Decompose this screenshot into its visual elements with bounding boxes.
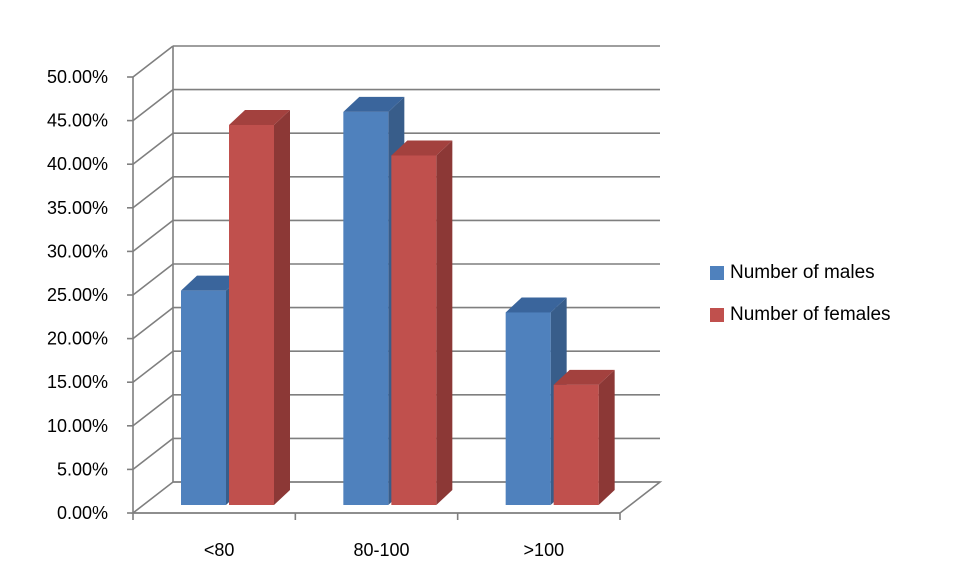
legend-item-males: Number of males [710,262,891,284]
bar-1-0 [229,124,274,506]
y-tick-label: 30.00% [47,241,108,261]
y-tick-labels: 0.00% 5.00% 10.00% 15.00% 20.00% 25.00% 30.00%… [47,67,108,523]
bar-side-1-1 [436,140,453,506]
y-tick-label: 40.00% [47,154,108,174]
gridline-side [132,176,174,209]
bar-0-0 [181,290,226,505]
y-tick-label: 5.00% [57,459,108,479]
y-tick-label: 25.00% [47,285,108,305]
bar-1-1 [391,155,437,506]
gridline-side [132,45,174,78]
x-tick-label: <80 [204,540,235,560]
bar-top-0-0 [181,275,242,291]
x-tick-labels: <80 80-100 >100 [204,540,564,560]
gridline-side [132,350,174,383]
bar-1-2 [553,384,599,505]
bar-top-0-1 [343,96,405,112]
legend-label-males: Number of males [730,262,875,283]
bar-top-0-2 [505,297,567,313]
gridline-side [132,306,174,340]
bar-side-1-0 [274,109,290,506]
y-tick-label: 50.00% [47,67,108,87]
x-tick-label: >100 [524,540,565,560]
gridline-side [132,132,174,165]
bars [181,96,615,506]
gridline-side [132,394,174,427]
y-tick-label: 10.00% [47,416,108,436]
legend-swatch-females [710,308,724,322]
bar-top-1-2 [553,369,615,385]
gridline-side [132,88,174,122]
gridline-side [132,437,174,471]
legend-label-females: Number of females [730,304,891,325]
gridline-side [132,263,174,296]
bar-top-1-1 [391,140,453,156]
axes [127,76,621,520]
y-tick-label: 0.00% [57,503,108,523]
y-tick-label: 20.00% [47,329,108,349]
x-tick-label: 80-100 [353,540,409,560]
legend: Number of males Number of females [710,262,891,346]
bar-side-1-2 [598,369,615,505]
y-tick-label: 35.00% [47,198,108,218]
legend-item-females: Number of females [710,304,891,326]
bar-0-2 [505,312,551,505]
y-tick-label: 45.00% [47,111,108,131]
bar-0-1 [343,111,389,505]
legend-swatch-males [710,266,724,280]
bar-top-1-0 [229,109,290,125]
y-tick-label: 15.00% [47,372,108,392]
gridline-side [132,219,174,253]
